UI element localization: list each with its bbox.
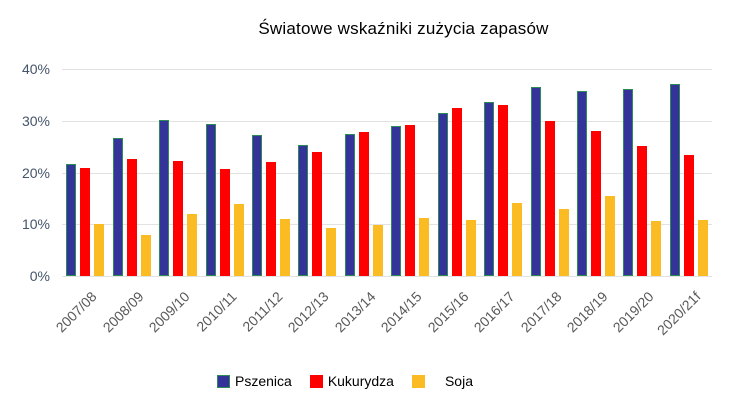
legend: Pszenica Kukurydza Soja [20,373,670,389]
bar [312,152,323,276]
gridline [62,69,712,70]
bar [126,159,137,276]
y-axis-tick-label: 0% [29,268,50,284]
legend-item: Pszenica [217,373,292,389]
bar [558,209,569,276]
bar [530,86,541,276]
bar [80,168,91,276]
bar [419,218,430,276]
bar [544,120,555,276]
chart-title: Światowe wskaźniki zużycia zapasów [258,19,549,38]
bar [637,145,648,276]
y-axis-tick-label: 40% [21,61,50,77]
bar [590,130,601,276]
bar [187,213,198,276]
bar [159,120,170,276]
legend-swatch-icon [411,374,425,388]
bar [451,108,462,276]
bar [604,195,615,276]
bar [233,203,244,276]
legend-item: Soja [411,373,473,389]
bar [205,124,216,276]
gridline [62,120,712,122]
bar [391,126,402,276]
bar [651,220,662,276]
bar [173,161,184,276]
bar [112,137,123,276]
bar [498,104,509,276]
bar [358,132,369,276]
legend-swatch-icon [309,374,323,388]
legend-swatch-icon [217,374,230,388]
legend-label: Pszenica [235,373,292,389]
bar [298,144,309,276]
bar [623,89,634,276]
bar [669,83,680,276]
bar [405,124,416,276]
legend-label: Soja [444,373,473,389]
bar [484,102,495,276]
bar [683,155,694,276]
bar [279,219,290,276]
bar [437,113,448,276]
bar [94,224,105,276]
plot-area [62,69,712,277]
bar [372,224,383,276]
y-axis-tick-label: 30% [21,112,50,129]
y-axis-tick-label: 20% [21,164,50,181]
legend-item: Kukurydza [309,373,394,389]
gridline [62,276,712,277]
gridline [62,224,712,226]
bar [512,202,523,276]
y-axis-tick-label: 10% [21,216,50,233]
bar [140,234,151,276]
bar [265,161,276,276]
legend-label: Kukurydza [327,373,394,389]
bar [219,168,230,276]
bar [697,220,708,276]
bar [344,134,355,276]
bar [326,227,337,276]
bar [66,163,77,276]
bar [576,91,587,276]
gridline [62,172,712,174]
bar [251,134,262,276]
bar [465,219,476,276]
